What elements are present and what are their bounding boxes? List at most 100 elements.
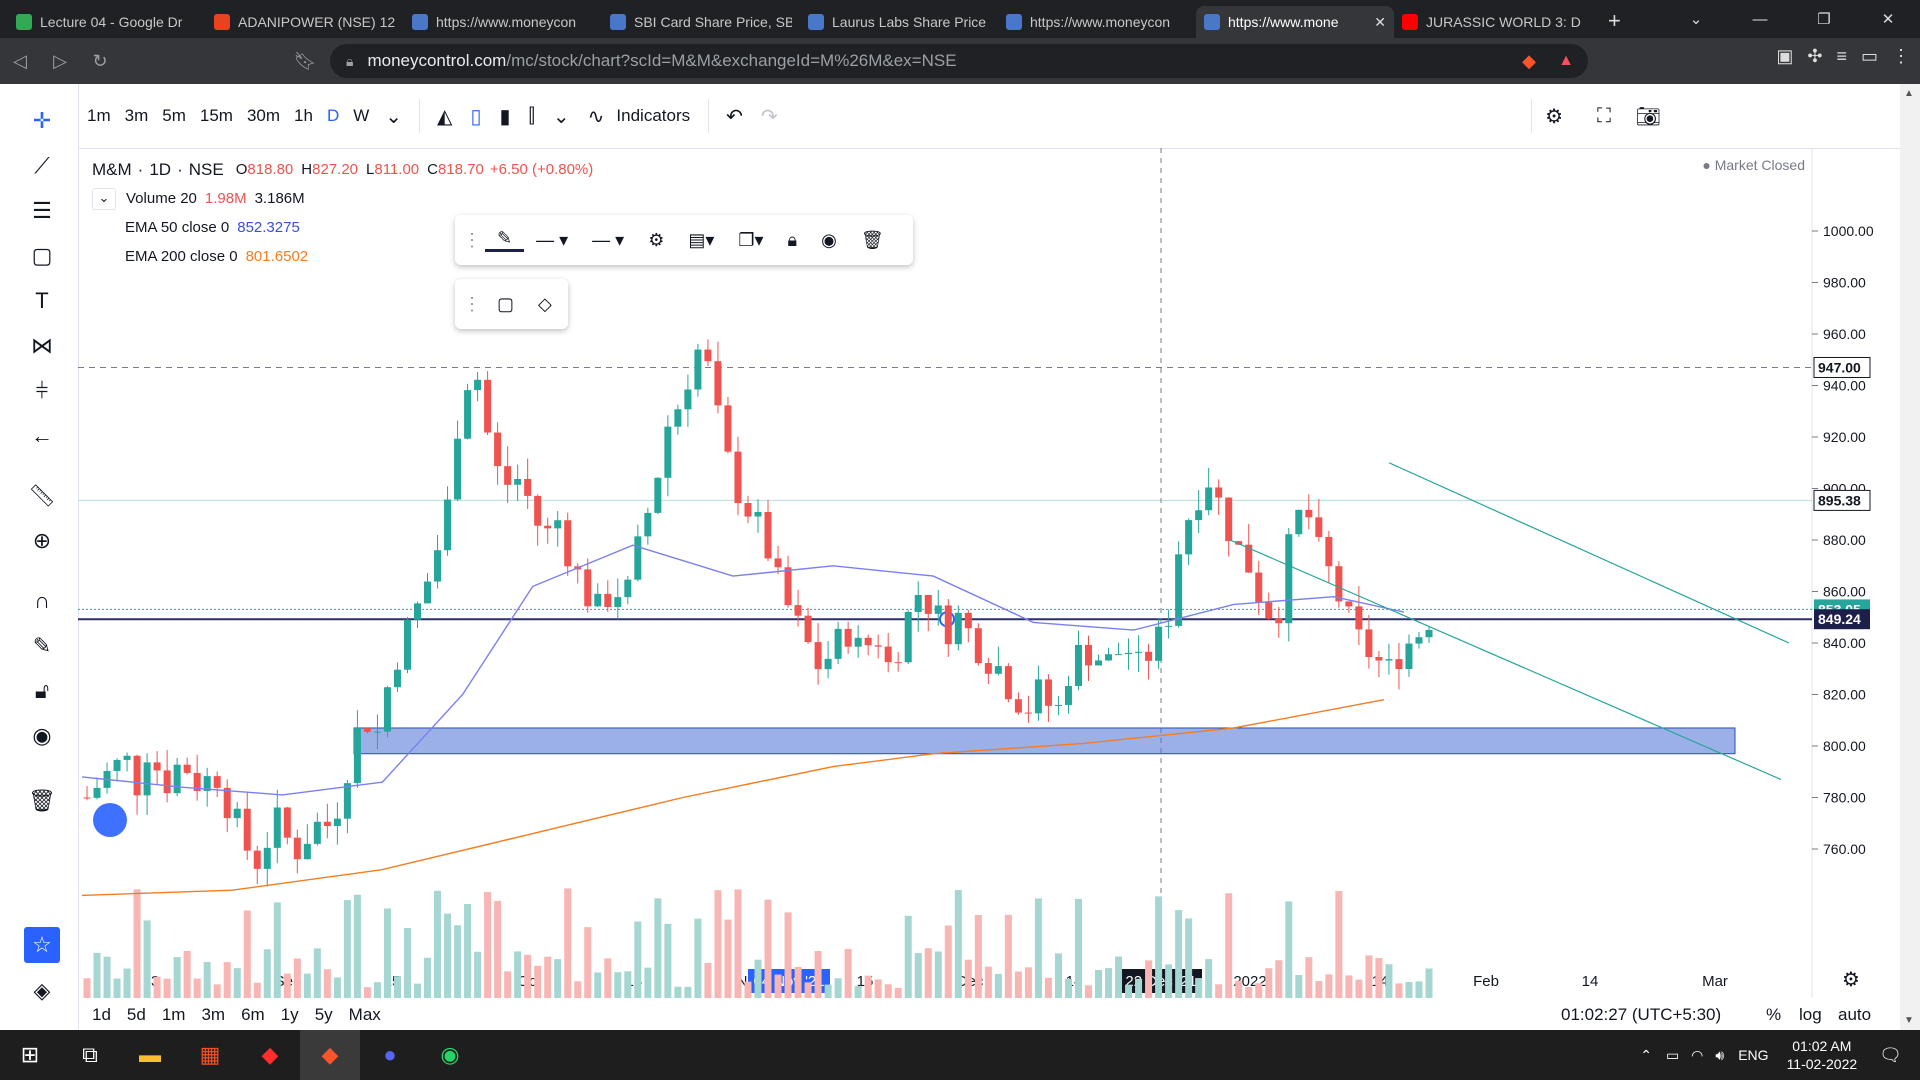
area-chart-icon[interactable]: ◭ xyxy=(437,105,453,128)
timeframe-button[interactable]: 30m xyxy=(246,106,281,125)
lock-drawings-icon[interactable]: 🔓︎ xyxy=(34,678,50,703)
range-button[interactable]: 1d xyxy=(92,1005,111,1024)
browser-tab[interactable]: https://www.moneycon xyxy=(998,6,1196,38)
layers-icon[interactable]: ◈ xyxy=(33,978,51,1003)
tray-chevron-icon[interactable]: ⌃ xyxy=(1640,1046,1652,1063)
timeframe-button[interactable]: 5m xyxy=(162,106,186,125)
page-scrollbar[interactable]: ▲ ▼ xyxy=(1900,84,1920,1030)
new-tab-button[interactable]: + xyxy=(1608,8,1621,33)
drawing-mode-icon[interactable]: ✎ xyxy=(32,633,52,658)
line-width-icon[interactable]: — ▾ xyxy=(536,229,569,250)
text-icon[interactable]: T xyxy=(35,288,49,313)
favorites-star-icon[interactable]: ☆ xyxy=(24,927,60,963)
price-chart[interactable]: 1000.00980.00960.00940.00920.00900.00880… xyxy=(78,148,1900,998)
hide-drawing-icon[interactable]: ◉ xyxy=(821,229,837,250)
browser-tab[interactable]: Lecture 04 - Google Dr xyxy=(8,6,206,38)
line-color-icon[interactable]: ✎ xyxy=(485,228,525,252)
rectangle-shape-icon[interactable]: ▢ xyxy=(497,293,515,314)
clone-icon[interactable]: ❐▾ xyxy=(738,229,764,250)
timeframe-button[interactable]: D xyxy=(326,106,340,125)
reload-icon[interactable]: ↻ xyxy=(92,50,108,71)
language[interactable]: ENG xyxy=(1738,1047,1769,1063)
wifi-icon[interactable]: ◠ xyxy=(1691,1046,1704,1063)
timeframe-button[interactable]: 1m xyxy=(87,106,111,125)
collapse-legend-icon[interactable]: ⌄ xyxy=(92,187,116,210)
candles-icon[interactable]: ▯ xyxy=(470,105,482,128)
browser-tab[interactable]: SBI Card Share Price, SB xyxy=(602,6,800,38)
windows-start-icon[interactable]: ⊞ xyxy=(20,1042,40,1067)
range-button[interactable]: 6m xyxy=(241,1005,265,1024)
browser-tab[interactable]: https://www.moneycon xyxy=(404,6,602,38)
playlist-icon[interactable]: ≡ xyxy=(1836,46,1847,66)
extension-icon[interactable]: ▣ xyxy=(1776,46,1794,66)
range-button[interactable]: 5d xyxy=(126,1005,146,1024)
menu-icon[interactable]: ⋮ xyxy=(1892,46,1910,66)
battery-icon[interactable]: ▭ xyxy=(1665,1046,1680,1063)
brave-taskbar-icon[interactable]: ◆ xyxy=(300,1030,360,1080)
delete-drawing-icon[interactable]: 🗑︎ xyxy=(860,229,884,250)
forward-icon[interactable]: ▷ xyxy=(53,50,67,71)
bookmark-icon[interactable]: 🔖︎ xyxy=(293,50,317,71)
trash-icon[interactable]: 🗑︎ xyxy=(28,788,56,813)
wallet-icon[interactable]: ▭ xyxy=(1860,46,1878,66)
range-button[interactable]: 1m xyxy=(161,1005,186,1024)
brave-shield-icon[interactable]: ◆ xyxy=(1522,50,1536,71)
timeframe-button[interactable]: 15m xyxy=(199,106,233,125)
arrow-icon[interactable]: ← xyxy=(31,423,53,448)
notifications-icon[interactable]: 🗨︎ xyxy=(1879,1044,1902,1065)
rectangle-icon[interactable]: ▢ xyxy=(31,243,53,268)
browser-tab[interactable]: ADANIPOWER (NSE) 12 xyxy=(206,6,404,38)
timeframe-button[interactable]: 3m xyxy=(124,106,149,125)
puzzle-icon[interactable]: ✣ xyxy=(1807,46,1823,66)
prediction-icon[interactable]: ⫩ xyxy=(35,378,49,403)
auto-toggle[interactable]: auto xyxy=(1838,1005,1872,1024)
tab-search-icon[interactable]: ⌄ xyxy=(1689,11,1703,28)
drag-handle-icon[interactable]: ⋮ xyxy=(463,229,481,250)
store-icon[interactable]: ▦ xyxy=(199,1042,221,1067)
undo-icon[interactable]: ↶ xyxy=(726,105,743,128)
redo-icon[interactable]: ↷ xyxy=(760,105,778,128)
range-button[interactable]: 5y xyxy=(314,1005,333,1024)
drag-handle-icon[interactable]: ⋮ xyxy=(463,293,481,314)
close-tab-icon[interactable]: ✕ xyxy=(1374,13,1386,30)
discord-icon[interactable]: ● xyxy=(383,1042,397,1067)
line-style-icon[interactable]: — ▾ xyxy=(592,229,625,250)
drawing-settings-icon[interactable]: ⚙ xyxy=(648,229,665,250)
volume-icon[interactable]: 🔊︎ xyxy=(1715,1046,1725,1063)
ruler-icon[interactable]: 📏︎ xyxy=(28,483,56,508)
browser-tab[interactable]: JURASSIC WORLD 3: D xyxy=(1394,6,1592,38)
close-window-icon[interactable]: ✕ xyxy=(1881,11,1895,28)
indicators-button[interactable]: Indicators xyxy=(616,106,691,125)
chart-type-dropdown-icon[interactable]: ⌄ xyxy=(552,105,570,128)
bars-icon[interactable]: ⫿ xyxy=(528,104,535,127)
range-button[interactable]: Max xyxy=(348,1005,381,1024)
symbol-name[interactable]: M&M xyxy=(92,159,132,179)
brave-rewards-icon[interactable]: ▲ xyxy=(1558,52,1574,69)
range-button[interactable]: 3m xyxy=(201,1005,226,1024)
browser-tab[interactable]: https://www.mone ✕ xyxy=(1196,6,1394,38)
timeframe-button[interactable]: W xyxy=(353,106,370,125)
magnet-icon[interactable]: ∩ xyxy=(34,588,50,613)
clock[interactable]: 01:02 AM 11-02-2022 xyxy=(1787,1037,1858,1073)
template-icon[interactable]: ▤▾ xyxy=(688,229,715,250)
file-explorer-icon[interactable]: ▬ xyxy=(139,1042,161,1067)
log-toggle[interactable]: log xyxy=(1799,1005,1822,1024)
pattern-icon[interactable]: ⋈ xyxy=(31,333,53,358)
crosshair-icon[interactable]: ✛ xyxy=(32,108,52,133)
percent-toggle[interactable]: % xyxy=(1766,1005,1782,1024)
range-button[interactable]: 1y xyxy=(280,1005,299,1024)
eye-icon[interactable]: ◉ xyxy=(32,723,52,748)
restore-icon[interactable]: ❐ xyxy=(1817,11,1831,28)
minimize-icon[interactable]: — xyxy=(1752,10,1768,28)
camera-icon[interactable]: 📷︎ xyxy=(1635,105,1661,128)
browser-tab[interactable]: Laurus Labs Share Price xyxy=(800,6,998,38)
fib-icon[interactable]: ☰ xyxy=(32,198,52,223)
zoom-icon[interactable]: ⊕ xyxy=(32,528,52,553)
trendline-icon[interactable]: ⟋ xyxy=(34,153,50,178)
back-icon[interactable]: ◁ xyxy=(13,50,27,71)
timeframe-dropdown-icon[interactable]: ⌄ xyxy=(385,105,403,128)
task-view-icon[interactable]: ⧉ xyxy=(82,1042,98,1067)
fullscreen-icon[interactable]: ⛶ xyxy=(1597,104,1611,127)
url-field[interactable]: 🔒︎ moneycontrol.com/mc/stock/chart?scId=… xyxy=(330,44,1588,78)
whatsapp-icon[interactable]: ◉ xyxy=(440,1042,460,1067)
